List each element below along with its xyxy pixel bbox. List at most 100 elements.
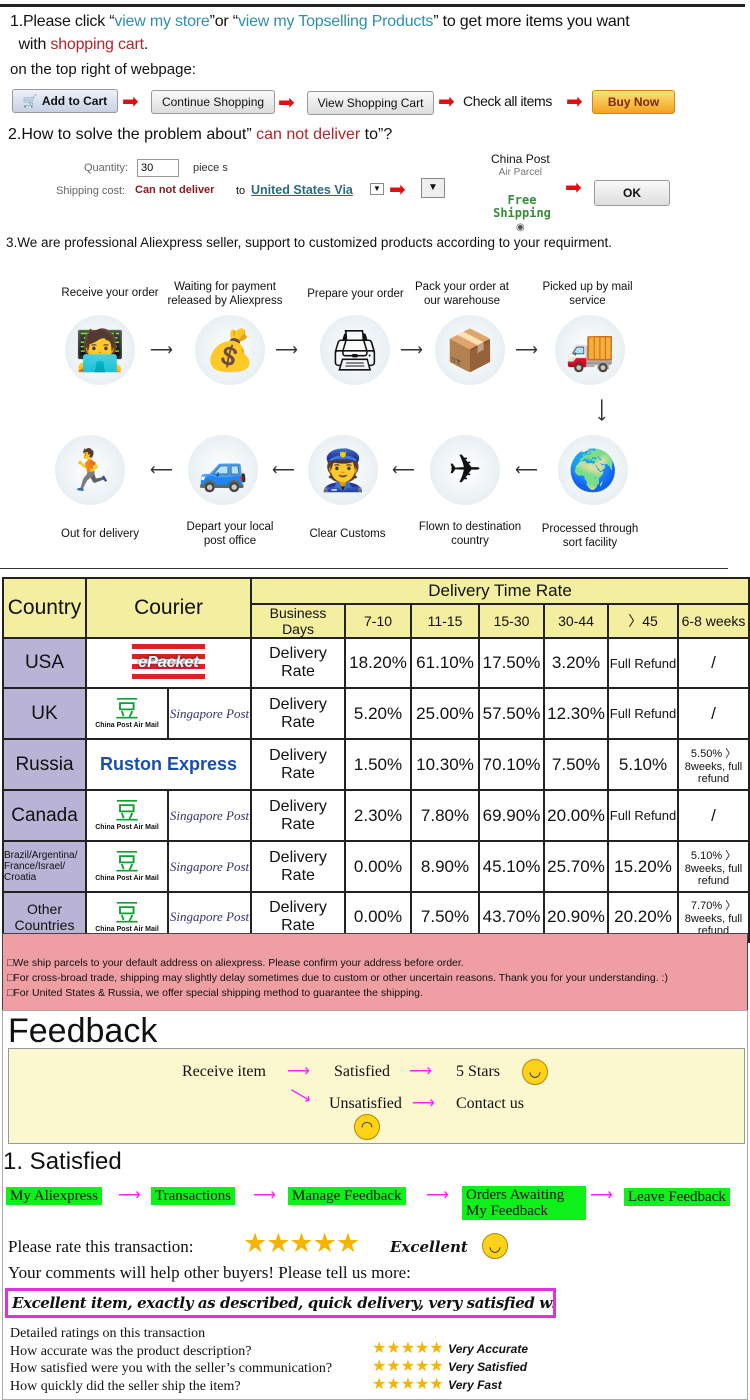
rate-value: 1.50% xyxy=(344,738,413,791)
rate-value: 3.20% xyxy=(543,637,610,689)
arrow-right-icon: ⟶ xyxy=(400,342,423,359)
arrow-icon: ⟶ xyxy=(253,1187,276,1204)
topselling-link[interactable]: view my Topselling Products xyxy=(237,13,434,30)
ok-button[interactable]: OK xyxy=(594,180,670,206)
step-transactions[interactable]: Transactions xyxy=(151,1187,236,1205)
star-rating[interactable]: ★★★★★ xyxy=(372,1376,444,1393)
rate-value: 61.10% xyxy=(410,637,481,689)
text: to”? xyxy=(360,126,393,143)
text: ”or “ xyxy=(209,13,239,30)
rate-value: 0.00% xyxy=(344,840,413,893)
radio-button[interactable]: ◉ xyxy=(516,222,525,233)
delivery-rate-label: Delivery Rate xyxy=(250,687,347,740)
courier-logo: China Post Air Mail xyxy=(95,925,159,933)
text: Air Parcel xyxy=(498,167,543,178)
dropdown-icon[interactable]: ▼ xyxy=(370,183,384,195)
text: 2.How to solve the problem about” xyxy=(8,126,257,143)
process-label: Picked up by mail service xyxy=(542,281,633,307)
courier-cell: Singapore Post xyxy=(166,840,253,893)
step-manage-feedback[interactable]: Manage Feedback xyxy=(288,1187,406,1205)
view-shopping-cart-button[interactable]: View Shopping Cart xyxy=(307,91,434,115)
step1-text: 1.Please click “view my store”or “view m… xyxy=(10,10,750,56)
column-header: 〉45 xyxy=(607,603,680,639)
feedback-title: Feedback xyxy=(8,1012,158,1050)
buy-now-button[interactable]: Buy Now xyxy=(592,90,675,114)
arrow-icon: ➡ xyxy=(389,179,406,201)
rate-value: 25.70% xyxy=(543,840,610,893)
comment-text: Excellent item, exactly as described, qu… xyxy=(12,1294,556,1312)
cart-icon: 🛒 xyxy=(22,94,38,108)
arrow-left-icon: ⟵ xyxy=(150,462,173,479)
dropdown-button[interactable]: ▼ xyxy=(421,178,445,198)
flow-5-stars: 5 Stars xyxy=(456,1063,500,1080)
location-text: on the top right of webpage: xyxy=(10,61,196,78)
arrow-icon: ➡ xyxy=(566,91,583,113)
step-my-aliexpress[interactable]: My Aliexpress xyxy=(6,1187,102,1205)
arrow-down-icon: ⟶ xyxy=(592,398,610,422)
column-header: Business Days xyxy=(250,603,347,639)
flow-satisfied: Satisfied xyxy=(334,1063,390,1080)
star-rating[interactable]: ★★★★★ xyxy=(372,1358,444,1375)
country-cell: UK xyxy=(2,687,87,740)
text: with xyxy=(18,36,51,53)
free-shipping-text: Free Shipping xyxy=(493,193,551,220)
arrow-icon: ⟶ xyxy=(286,1082,315,1109)
courier-logo: Singapore Post xyxy=(169,858,250,874)
column-header-row: Business Days 7-10 11-15 15-30 30-44 〉45 6-8 w… xyxy=(3,603,750,639)
comments-prompt: Your comments will help other buyers! Pl… xyxy=(8,1263,411,1282)
courier-cell: Singapore Post xyxy=(166,789,253,842)
quantity-input[interactable] xyxy=(137,159,179,177)
process-label: Receive your order xyxy=(61,287,159,299)
arrow-icon: ⟶ xyxy=(426,1187,449,1204)
car-icon: 🚙 xyxy=(188,435,258,505)
quantity-label: Quantity: xyxy=(84,162,129,174)
column-header: 30-44 xyxy=(543,603,610,639)
comment-textarea[interactable]: Excellent item, exactly as described, qu… xyxy=(5,1288,556,1318)
china-post-icon: ⾖ xyxy=(115,798,139,825)
worker-box-icon: 📦 xyxy=(435,315,505,385)
text: can not deliver xyxy=(256,126,361,143)
courier-logo: Singapore Post xyxy=(169,705,250,721)
frown-icon: ◠ xyxy=(354,1114,380,1140)
divider xyxy=(0,568,728,569)
courier-cell: ⾖ China Post Air Mail xyxy=(85,840,169,893)
country-cell: Russia xyxy=(2,738,87,791)
shipping-notes: □We ship parcels to your default address… xyxy=(2,933,748,1011)
step-orders-awaiting[interactable]: Orders Awaiting My Feedback xyxy=(462,1186,586,1220)
airplane-icon: ✈ xyxy=(430,435,500,505)
rate-value: 18.20% xyxy=(344,637,413,689)
star-rating[interactable]: ★★★★★ xyxy=(372,1340,444,1357)
rating-label: Very Satisfied xyxy=(448,1360,528,1374)
country-cell: USA xyxy=(2,637,87,689)
arrow-right-icon: ⟶ xyxy=(150,342,173,359)
country-link[interactable]: United States Via xyxy=(251,183,353,197)
text: . xyxy=(143,36,149,53)
question: How satisfied were you with the seller’s… xyxy=(10,1361,333,1376)
rate-value: 45.10% xyxy=(478,840,546,893)
rate-value: / xyxy=(677,687,750,740)
delivery-rate-label: Delivery Rate xyxy=(250,840,347,893)
delivery-rate-label: Delivery Rate xyxy=(250,637,347,689)
rate-value: 15.20% xyxy=(607,840,680,893)
star-rating[interactable]: ★★★★★ xyxy=(243,1228,360,1258)
section-satisfied: 1. Satisfied xyxy=(3,1148,122,1175)
arrow-icon: ➡ xyxy=(565,177,582,199)
table-row: UK ⾖ China Post Air Mail Singapore Post Deli… xyxy=(2,687,750,740)
continue-shopping-button[interactable]: Continue Shopping xyxy=(151,90,275,114)
add-to-cart-button[interactable]: 🛒 Add to Cart xyxy=(12,89,118,113)
step-leave-feedback[interactable]: Leave Feedback xyxy=(624,1188,730,1206)
arrow-left-icon: ⟵ xyxy=(515,462,538,479)
courier-logo: Ruston Express xyxy=(99,754,238,774)
courier-logo: China Post Air Mail xyxy=(95,875,159,882)
arrow-icon: ⟶ xyxy=(412,1095,435,1112)
detailed-stars: ★★★★★ Very Accurate ★★★★★ Very Satisfied… xyxy=(372,1340,528,1394)
process-label: Clear Customs xyxy=(309,528,386,540)
question: How accurate was the product description… xyxy=(10,1343,252,1359)
courier-logo: Singapore Post xyxy=(169,807,250,823)
detailed-title: Detailed ratings on this transaction xyxy=(10,1326,206,1341)
view-store-link[interactable]: view my store xyxy=(114,13,210,30)
smile-icon: ◡ xyxy=(482,1233,508,1259)
arrow-right-icon: ⟶ xyxy=(515,342,538,359)
table-row: Canada ⾖ China Post Air Mail Singapore Post… xyxy=(2,789,750,842)
customs-officer-icon: 👮 xyxy=(308,435,378,505)
